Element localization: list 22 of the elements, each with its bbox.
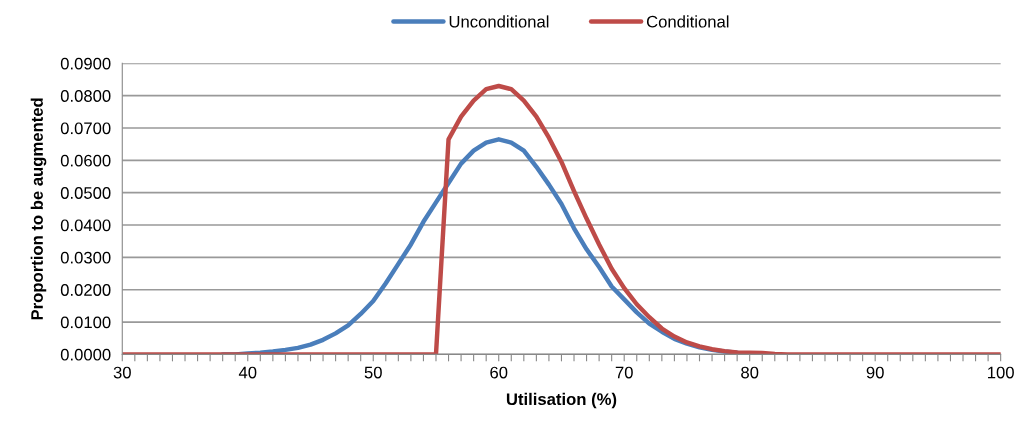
x-tick-label: 60	[490, 366, 508, 379]
x-tick-label: 100	[988, 366, 1014, 379]
y-axis-title: Proportion to be augmented	[30, 98, 47, 320]
y-tick-label: 0.0600	[60, 154, 111, 167]
legend-label: Conditional	[646, 15, 729, 28]
legend-label: Unconditional	[449, 15, 549, 28]
x-tick-label: 50	[364, 366, 382, 379]
y-tick-label: 0.0700	[60, 122, 111, 135]
y-tick-label: 0.0400	[60, 219, 111, 232]
x-axis-title: Utilisation (%)	[506, 392, 617, 409]
x-tick-label: 70	[615, 366, 633, 379]
y-tick-label: 0.0300	[60, 251, 111, 264]
x-tick-label: 30	[113, 366, 131, 379]
y-tick-label: 0.0900	[60, 57, 111, 70]
y-tick-label: 0.0800	[60, 90, 111, 102]
y-tick-label: 0.0500	[60, 187, 111, 199]
x-tick-label: 90	[866, 366, 884, 379]
y-tick-label: 0.0000	[60, 348, 111, 361]
x-tick-label: 40	[238, 366, 257, 379]
y-tick-label: 0.0100	[60, 316, 111, 329]
y-tick-label: 0.0200	[60, 284, 111, 296]
x-tick-label: 80	[741, 366, 759, 379]
